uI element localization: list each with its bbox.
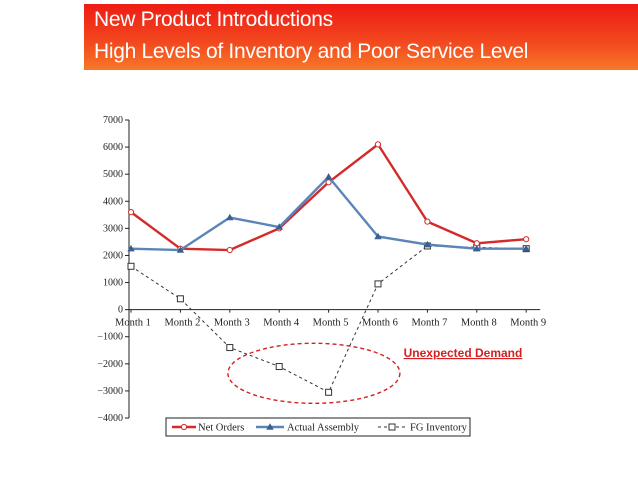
x-tick-label: Month 5: [313, 318, 349, 329]
x-tick-label: Month 1: [115, 318, 151, 329]
title-banner: New Product Introductions High Levels of…: [84, 4, 638, 70]
legend-label-actual-assembly: Actual Assembly: [287, 423, 360, 434]
point-actual-assembly: [324, 173, 333, 180]
y-tick-label: 0: [118, 305, 123, 316]
point-fg-inventory: [374, 280, 382, 288]
legend-marker-fg-inventory: [388, 423, 396, 431]
x-tick-label: Month 6: [362, 318, 398, 329]
point-actual-assembly: [127, 244, 135, 252]
point-net-orders: [424, 218, 431, 225]
y-tick-label: 3000: [103, 223, 123, 234]
point-fg-inventory: [127, 262, 135, 270]
y-tick-label: 7000: [103, 115, 123, 126]
point-actual-assembly: [374, 232, 382, 240]
point-actual-assembly: [275, 223, 283, 230]
y-tick-label: −2000: [97, 359, 123, 370]
x-tick-label: Month 3: [214, 318, 250, 329]
y-tick-label: −3000: [97, 386, 123, 397]
y-tick-label: 2000: [103, 250, 123, 261]
y-tick-label: 1000: [103, 278, 123, 289]
y-tick-label: 5000: [103, 169, 123, 180]
y-tick-label: −1000: [97, 332, 123, 343]
x-tick-label: Month 4: [263, 318, 300, 329]
x-tick-label: Month 9: [510, 318, 546, 329]
point-fg-inventory: [226, 344, 234, 352]
point-actual-assembly: [226, 213, 234, 221]
y-tick-label: −4000: [97, 413, 123, 424]
point-fg-inventory: [275, 363, 283, 371]
point-net-orders: [127, 209, 135, 216]
point-actual-assembly: [176, 246, 185, 253]
y-tick-label: 4000: [103, 196, 123, 207]
point-fg-inventory: [325, 388, 333, 396]
x-tick-label: Month 2: [164, 318, 200, 329]
point-fg-inventory: [176, 295, 184, 303]
x-tick-label: Month 8: [461, 318, 497, 329]
annotation-label: Unexpected Demand: [404, 346, 523, 360]
legend-label-net-orders: Net Orders: [198, 423, 244, 434]
title-line-2: High Levels of Inventory and Poor Servic…: [94, 40, 529, 63]
point-net-orders: [523, 236, 530, 243]
point-actual-assembly: [423, 240, 432, 248]
annotation-ellipse: [227, 342, 401, 404]
legend-marker-actual-assembly: [266, 423, 274, 430]
point-actual-assembly: [522, 244, 530, 252]
point-net-orders: [325, 179, 332, 186]
legend-label-fg-inventory: FG Inventory: [410, 423, 468, 434]
point-net-orders: [226, 246, 233, 254]
legend-box: [165, 417, 471, 437]
x-tick-label: Month 7: [411, 318, 447, 329]
series-line-net-orders: [130, 143, 527, 252]
point-net-orders: [374, 141, 382, 148]
y-tick-label: 6000: [103, 142, 123, 153]
title-line-1: New Product Introductions: [94, 8, 333, 31]
point-actual-assembly: [473, 244, 481, 252]
legend-marker-net-orders: [180, 423, 188, 431]
